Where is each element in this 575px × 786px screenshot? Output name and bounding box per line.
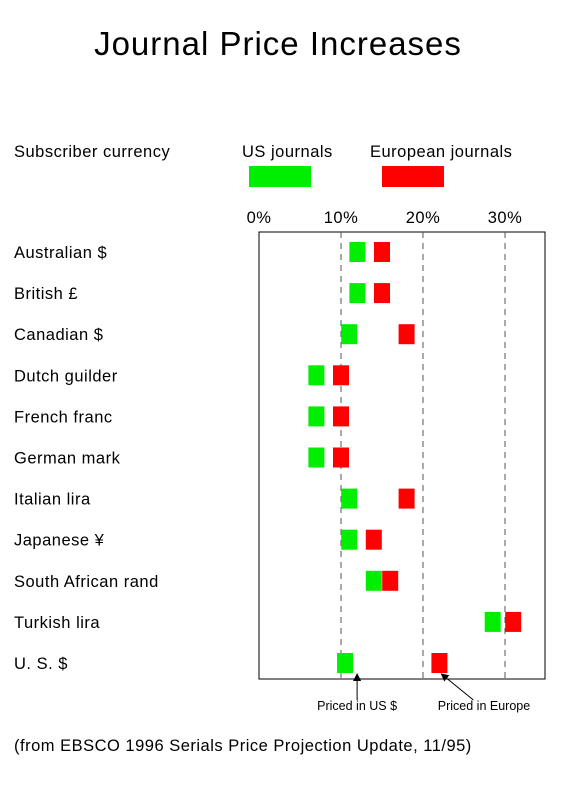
x-tick-label: 10% (324, 209, 359, 227)
bar-european (505, 611, 522, 632)
category-label: French franc (14, 408, 113, 426)
category-label: Canadian $ (14, 326, 103, 344)
plot-frame (258, 231, 546, 680)
bar-european (333, 406, 349, 427)
bar-us (308, 365, 325, 386)
legend-label-1: European journals (370, 143, 512, 161)
category-label: U. S. $ (14, 655, 68, 673)
category-label: Italian lira (14, 491, 91, 509)
bar-us (349, 242, 366, 262)
bar-us (308, 406, 325, 427)
bar-european (374, 283, 390, 304)
category-label: Australian $ (14, 244, 107, 262)
category-label: South African rand (14, 573, 159, 591)
annotation-arrow-europe (440, 673, 474, 701)
x-tick-label: 0% (247, 209, 272, 227)
bar-european (398, 488, 415, 509)
bar-us (337, 653, 354, 673)
category-label: Turkish lira (14, 614, 100, 632)
bar-us (365, 570, 382, 591)
annotation-priced-in-us: Priced in US $ (317, 699, 397, 713)
x-tick-label: 20% (406, 209, 441, 227)
category-label: Dutch guilder (14, 367, 118, 385)
bar-us (484, 611, 501, 632)
category-label: British £ (14, 285, 78, 303)
bar-european (398, 324, 415, 345)
bar-european (382, 570, 399, 591)
bar-european (365, 529, 382, 550)
bar-european (333, 365, 349, 386)
legend-label-0: US journals (242, 143, 333, 161)
source-note: (from EBSCO 1996 Serials Price Projectio… (14, 737, 472, 755)
bars (308, 242, 522, 673)
bar-european (333, 447, 349, 468)
chart-title: Journal Price Increases (94, 25, 462, 62)
grid-lines (340, 232, 506, 679)
bar-us (308, 447, 325, 468)
bar-us (341, 324, 358, 345)
bar-us (341, 488, 358, 509)
category-label: German mark (14, 450, 121, 468)
bar-us (349, 283, 366, 304)
bar-us (341, 529, 358, 550)
category-labels: Australian $ British £ Canadian $ Dutch gui… (14, 244, 159, 673)
category-label: Japanese ¥ (14, 532, 105, 550)
x-tick-labels: 0% 10% 20% 30% (247, 209, 523, 227)
annotation-priced-in-europe: Priced in Europe (438, 699, 530, 713)
legend: US journals European journals (242, 143, 512, 187)
x-tick-label: 30% (488, 209, 523, 227)
legend-swatch-1 (382, 166, 444, 187)
row-header: Subscriber currency (14, 143, 170, 161)
bar-european (374, 242, 390, 262)
legend-swatch-0 (249, 166, 311, 187)
bar-european (431, 653, 448, 673)
annotations: Priced in US $ Priced in Europe (317, 673, 530, 713)
